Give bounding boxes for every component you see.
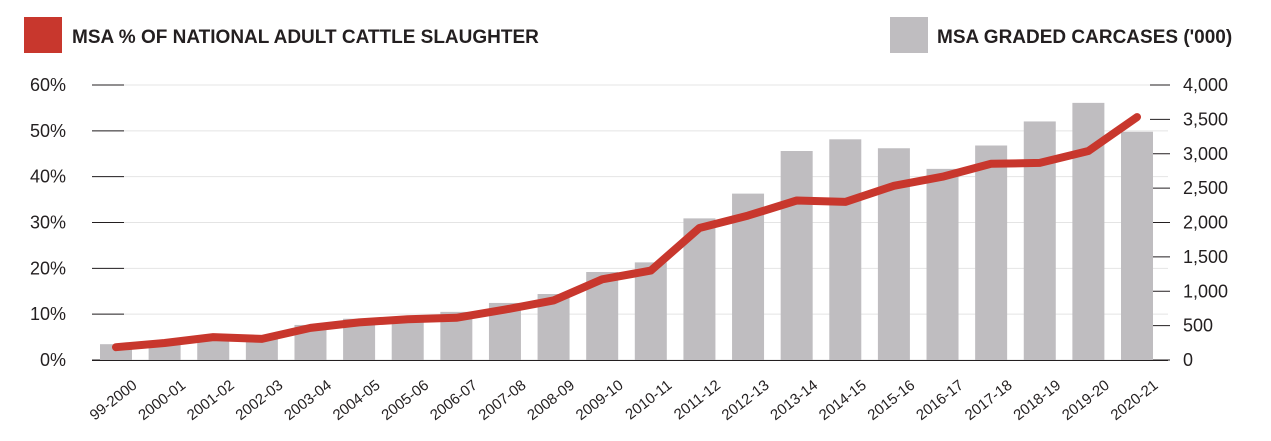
x-tick-label: 2009-10 — [573, 377, 627, 424]
line-point — [648, 268, 653, 273]
x-tick-label: 2010-11 — [622, 377, 675, 424]
x-tick-label: 2019-20 — [1059, 377, 1113, 424]
x-tick-label: 2015-16 — [865, 377, 919, 424]
line-point — [259, 336, 264, 341]
line-point — [405, 317, 410, 322]
line-point — [697, 226, 702, 230]
line-point — [211, 335, 216, 340]
gridlines — [92, 84, 1168, 361]
left-tick-label: 0% — [40, 350, 66, 370]
right-tick-label: 4,000 — [1183, 75, 1228, 95]
right-tick-label: 500 — [1183, 316, 1213, 336]
line-point — [746, 213, 751, 218]
line-point — [162, 341, 167, 346]
bar — [1121, 131, 1153, 360]
bar — [829, 139, 862, 360]
right-tick-label: 1,000 — [1183, 281, 1228, 301]
x-tick-label: 2004-05 — [330, 377, 384, 424]
line-point — [454, 315, 459, 320]
line-path — [112, 113, 1141, 352]
x-tick-label: 2012-13 — [719, 377, 773, 424]
bar — [391, 320, 424, 360]
x-tick-label: 2001-02 — [184, 377, 238, 424]
right-tick-label: 0 — [1183, 350, 1193, 370]
line-point — [357, 320, 362, 325]
x-tick-label: 2020-21 — [1108, 377, 1162, 424]
x-tick-label: 2005-06 — [378, 377, 432, 424]
left-axis: 0% 10% 20% 30% 40% 50% 60% — [30, 75, 124, 370]
legend-label-bar: MSA GRADED CARCASES ('000) — [937, 27, 1232, 48]
x-tick-label: 2007-08 — [476, 377, 530, 424]
right-tick-label: 1,500 — [1183, 247, 1228, 267]
bar — [245, 338, 278, 360]
left-tick-label: 20% — [30, 258, 66, 278]
bar — [975, 145, 1008, 360]
line-point — [114, 345, 118, 350]
right-tick-label: 3,500 — [1183, 109, 1228, 129]
left-tick-label: 30% — [30, 213, 66, 233]
line-point — [502, 307, 507, 312]
right-tick-label: 2,500 — [1183, 178, 1228, 198]
left-tick-label: 10% — [30, 304, 66, 324]
line-point — [940, 174, 945, 179]
left-tick-label: 60% — [30, 75, 66, 95]
x-tick-label: 2002-03 — [232, 377, 286, 424]
legend-swatch-line — [24, 17, 62, 53]
left-tick-label: 40% — [30, 167, 66, 187]
x-tick-label: 2008-09 — [524, 377, 578, 424]
line-point — [891, 183, 896, 188]
x-tick-label: 2016-17 — [913, 377, 967, 424]
x-tick-label: 2013-14 — [767, 377, 821, 424]
bar-series — [100, 102, 1153, 360]
bar — [634, 262, 667, 360]
line-point — [600, 277, 605, 282]
line-point — [551, 298, 556, 303]
line-point — [1037, 160, 1042, 165]
x-tick-label: 2018-19 — [1010, 377, 1064, 424]
right-tick-label: 3,000 — [1183, 144, 1228, 164]
left-tick-label: 50% — [30, 121, 66, 141]
x-tick-label: 2017-18 — [962, 377, 1016, 424]
x-tick-label: 2000-01 — [135, 377, 189, 424]
legend-swatch-bar — [890, 17, 928, 53]
bar — [926, 168, 959, 360]
line-series — [112, 113, 1141, 352]
right-axis: 0 500 1,000 1,500 2,000 2,500 3,000 3,500 4,000 — [1150, 75, 1228, 370]
right-tick-label: 2,000 — [1183, 213, 1228, 233]
x-tick-label: 99-2000 — [87, 377, 141, 424]
x-tick-label: 2011-12 — [671, 377, 724, 424]
legend-label-line: MSA % OF NATIONAL ADULT CATTLE SLAUGHTER — [72, 27, 539, 48]
x-tick-label: 2003-04 — [281, 377, 335, 424]
x-tick-label: 2006-07 — [427, 377, 481, 424]
x-tick-label: 2014-15 — [816, 377, 870, 424]
bar — [197, 339, 230, 360]
line-point — [1086, 149, 1091, 153]
line-point — [308, 325, 313, 330]
bar — [780, 151, 813, 360]
line-point — [794, 198, 799, 203]
line-point — [989, 161, 994, 166]
x-axis: 99-20002000-012001-022002-032003-042004-… — [87, 360, 1168, 424]
line-point — [843, 199, 848, 204]
line-point — [1135, 115, 1139, 120]
